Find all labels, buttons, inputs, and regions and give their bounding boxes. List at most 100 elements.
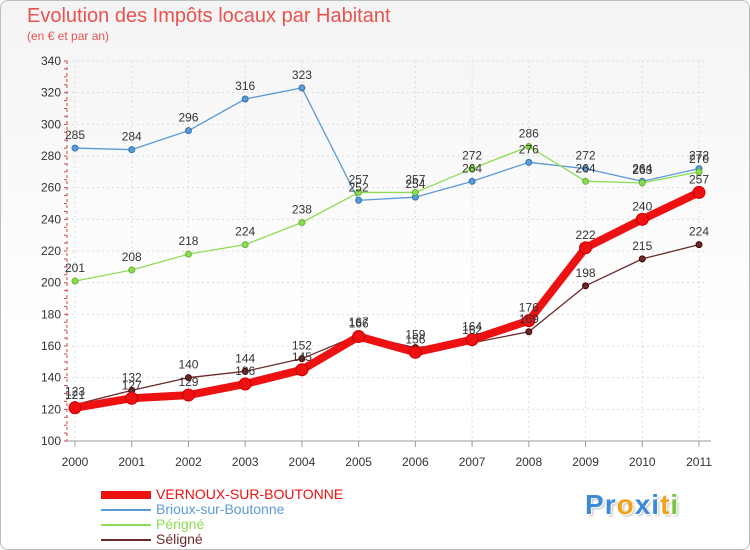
y-tick-label: 140 — [41, 371, 61, 385]
data-label: 140 — [178, 358, 198, 372]
y-tick-label: 320 — [41, 86, 61, 100]
data-point — [355, 196, 363, 204]
data-label: 176 — [519, 301, 539, 315]
y-tick-label: 160 — [41, 339, 61, 353]
x-tick-label: 2008 — [515, 455, 542, 469]
data-point — [525, 158, 533, 166]
data-point — [184, 250, 192, 258]
data-label: 296 — [178, 111, 198, 125]
y-tick-label: 340 — [41, 54, 61, 68]
data-label: 222 — [576, 228, 596, 242]
data-point — [579, 241, 593, 255]
data-label: 264 — [576, 161, 596, 175]
logo-letter: x — [634, 489, 652, 520]
legend-label: Périgné — [156, 516, 205, 532]
data-label: 272 — [462, 149, 482, 163]
y-tick-label: 180 — [41, 307, 61, 321]
data-label: 316 — [235, 79, 255, 93]
data-label: 224 — [689, 225, 709, 239]
data-point — [71, 144, 79, 152]
data-point — [695, 168, 703, 176]
data-point — [638, 179, 646, 187]
x-tick-label: 2006 — [402, 455, 429, 469]
series-line-vernoux-sur-boutonne — [71, 188, 703, 412]
series-line-s-lign- — [74, 244, 700, 406]
data-label: 252 — [349, 180, 369, 194]
data-label: 162 — [462, 323, 482, 337]
x-tick-label: 2002 — [175, 455, 202, 469]
data-point — [355, 188, 363, 196]
data-label: 264 — [462, 161, 482, 175]
data-label: 264 — [632, 161, 652, 175]
data-point — [411, 188, 419, 196]
x-tick-label: 2010 — [629, 455, 656, 469]
data-label: 257 — [349, 172, 369, 186]
data-label: 132 — [122, 370, 142, 384]
series-line-p-rign- — [74, 145, 700, 282]
data-point — [465, 333, 479, 347]
data-label: 152 — [292, 339, 312, 353]
data-label: 272 — [689, 149, 709, 163]
data-label: 224 — [235, 225, 255, 239]
data-point — [71, 277, 79, 285]
data-label: 198 — [576, 266, 596, 280]
data-label: 215 — [632, 239, 652, 253]
logo-letter: t — [660, 489, 671, 520]
x-tick-label: 2003 — [232, 455, 259, 469]
data-label: 201 — [65, 261, 85, 275]
data-label: 257 — [689, 172, 709, 186]
data-label: 285 — [65, 128, 85, 142]
data-label: 145 — [292, 350, 312, 364]
legend-swatch — [101, 539, 151, 541]
data-point — [128, 266, 136, 274]
legend-label: Brioux-sur-Boutonne — [156, 501, 285, 517]
data-point — [298, 219, 306, 226]
data-label: 129 — [178, 375, 198, 389]
data-point — [582, 177, 590, 185]
data-point — [468, 177, 476, 185]
data-label: 159 — [405, 328, 425, 342]
data-label: 257 — [405, 172, 425, 186]
data-label: 240 — [632, 199, 652, 213]
series-line-brioux-sur-boutonne — [74, 87, 700, 201]
data-point — [582, 282, 590, 290]
data-label: 286 — [519, 127, 539, 141]
logo-letter: i — [651, 489, 661, 520]
x-tick-label: 2009 — [572, 455, 599, 469]
data-point — [352, 330, 366, 343]
y-tick-label: 220 — [41, 244, 61, 258]
data-point — [241, 367, 249, 375]
data-point — [468, 165, 476, 173]
data-point — [128, 146, 136, 154]
data-point — [298, 355, 306, 363]
data-point — [638, 255, 646, 263]
x-tick-label: 2011 — [686, 455, 712, 469]
legend-label: Séligné — [156, 531, 203, 547]
data-label: 218 — [178, 234, 198, 248]
data-point — [241, 241, 249, 249]
data-label: 208 — [122, 250, 142, 264]
logo-letter: r — [604, 489, 617, 520]
x-tick-label: 2001 — [118, 455, 145, 469]
x-tick-label: 2000 — [62, 455, 89, 469]
data-label: 123 — [65, 385, 85, 399]
y-tick-label: 120 — [41, 402, 61, 416]
series-lines — [68, 84, 706, 415]
logo-letter: o — [616, 489, 635, 520]
chart-subtitle: (en € et par an) — [27, 29, 110, 43]
data-point — [522, 314, 536, 328]
data-point — [408, 345, 422, 359]
y-tick-label: 280 — [41, 149, 61, 163]
data-point — [635, 212, 649, 226]
data-point — [184, 127, 192, 135]
x-tick-label: 2005 — [345, 455, 372, 469]
chart-title: Evolution des Impôts locaux par Habitant — [27, 5, 391, 27]
y-tick-label: 300 — [41, 117, 61, 131]
data-point — [525, 328, 533, 336]
data-label: 263 — [632, 163, 652, 177]
data-label: 169 — [519, 312, 539, 326]
y-tick-label: 260 — [41, 181, 61, 195]
